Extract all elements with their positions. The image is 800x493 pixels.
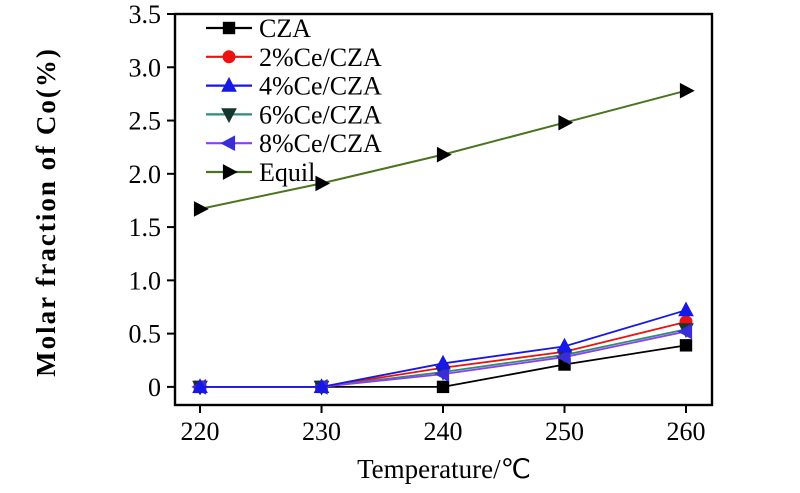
triangle-left-marker-icon [555, 349, 571, 365]
series-equil [193, 82, 695, 217]
x-tick-label: 260 [667, 417, 706, 446]
triangle-left-marker-icon [434, 366, 450, 382]
legend-item-6-ce-cza: 6%Ce/CZA [206, 100, 382, 129]
legend-label: 2%Ce/CZA [259, 43, 382, 72]
legend-item-8-ce-cza: 8%Ce/CZA [206, 129, 382, 158]
triangle-up-marker-icon [556, 337, 573, 353]
y-tick-label: 1.0 [129, 266, 162, 295]
square-marker-icon [679, 339, 693, 352]
legend-label: 4%Ce/CZA [259, 72, 382, 101]
triangle-right-marker-icon [193, 201, 209, 217]
legend-label: Equil [259, 158, 315, 187]
legend-item-cza: CZA [206, 14, 311, 43]
y-axis-label: Molar fraction of Co(%) [31, 47, 61, 377]
y-tick-label: 2.0 [129, 160, 162, 189]
y-tick-label: 0 [148, 373, 161, 402]
triangle-up-marker-icon [192, 378, 208, 393]
series-4-ce-cza [192, 301, 694, 393]
y-tick-label: 3.0 [129, 53, 162, 82]
x-tick-label: 240 [424, 417, 463, 446]
triangle-up-marker-icon [678, 301, 694, 317]
triangle-up-marker-icon [221, 76, 237, 92]
triangle-right-marker-icon [315, 175, 331, 192]
triangle-down-marker-icon [221, 108, 237, 124]
square-marker-icon [222, 21, 236, 35]
plot-area: 220 230 240 250 260 0 0.5 1.0 1.5 2.0 2.5 3.0 3.5 CZA… [129, 0, 714, 446]
plot-frame [173, 12, 714, 407]
legend-label: CZA [259, 14, 311, 43]
x-tick-label: 250 [545, 417, 584, 446]
legend-item-4-ce-cza: 4%Ce/CZA [206, 72, 382, 101]
triangle-right-marker-icon [679, 82, 695, 99]
legend-item-2-ce-cza: 2%Ce/CZA [206, 43, 382, 72]
x-tick-label: 220 [181, 417, 220, 446]
legend-item-equil: Equil [206, 158, 315, 187]
triangle-right-marker-icon [436, 146, 452, 163]
y-tick-label: 3.5 [129, 0, 162, 29]
triangle-right-marker-icon [558, 114, 574, 131]
triangle-left-marker-icon [677, 323, 693, 340]
y-tick-label: 1.5 [129, 213, 162, 242]
legend-label: 8%Ce/CZA [259, 129, 382, 158]
triangle-up-marker-icon [435, 354, 451, 370]
triangle-up-marker-icon [313, 378, 330, 393]
x-tick-label: 230 [302, 417, 341, 446]
square-marker-icon [436, 380, 450, 394]
legend-label: 6%Ce/CZA [259, 100, 382, 129]
triangle-right-marker-icon [222, 164, 238, 180]
triangle-left-marker-icon [220, 135, 236, 152]
y-tick-label: 2.5 [129, 107, 162, 136]
x-axis-label: Temperature/℃ [357, 454, 531, 484]
circle-marker-icon [222, 50, 236, 64]
y-tick-label: 0.5 [129, 320, 162, 349]
